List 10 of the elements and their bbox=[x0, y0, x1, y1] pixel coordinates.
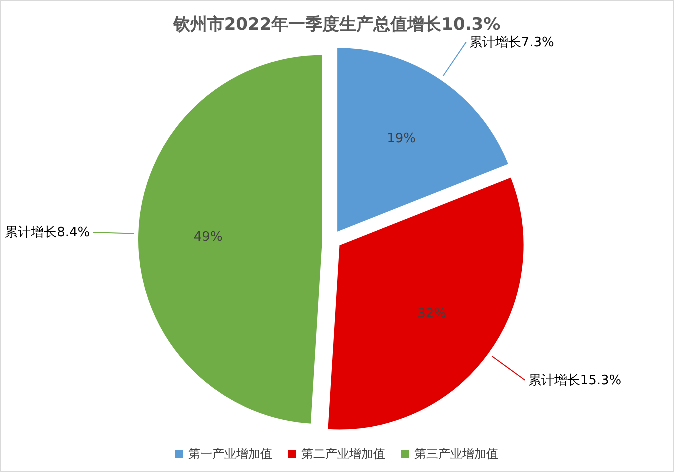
data-label: 19% bbox=[387, 132, 416, 147]
text: 累计增长8.4% bbox=[5, 225, 90, 240]
data-label: 49% bbox=[194, 230, 223, 246]
text: 累计增长7.3% bbox=[469, 35, 554, 50]
legend-label: 第三产业增加值 bbox=[414, 447, 498, 461]
legend-label: 第一产业增加值 bbox=[188, 447, 272, 461]
legend-label: 第二产业增加值 bbox=[302, 447, 386, 461]
data-label: 32% bbox=[418, 306, 447, 322]
text: 累计增长15.3% bbox=[528, 373, 622, 388]
chart-title: 钦州市2022年一季度生产总值增长10.3% bbox=[172, 15, 501, 35]
